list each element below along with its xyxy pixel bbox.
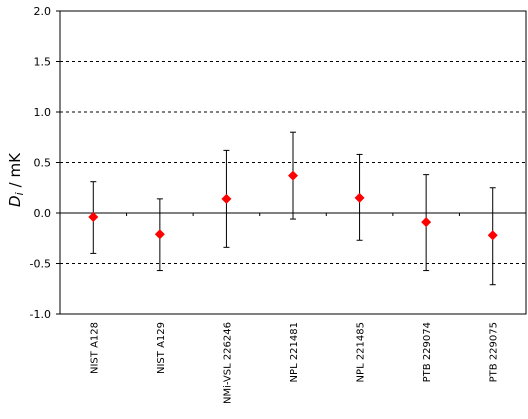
data-points bbox=[88, 170, 498, 241]
x-tick-label: NPL 221481 bbox=[289, 322, 300, 382]
y-tick-label: 1.0 bbox=[34, 106, 52, 119]
x-tick-label: PTB 229074 bbox=[422, 322, 433, 382]
x-tick-label: NIST A129 bbox=[156, 322, 167, 374]
y-axis-subscript: i bbox=[13, 192, 26, 195]
y-tick-label: 0.5 bbox=[34, 157, 52, 170]
data-point bbox=[288, 170, 298, 181]
y-tick-label: 2.0 bbox=[34, 5, 52, 18]
y-tick-label: -1.0 bbox=[30, 308, 51, 321]
y-tick-labels: 2.0 1.5 1.0 0.5 0.0 -0.5 -1.0 bbox=[30, 5, 51, 321]
x-tick-label: NMi-VSL 226246 bbox=[222, 322, 233, 404]
y-tick-label: 0.0 bbox=[34, 207, 52, 220]
data-point bbox=[354, 192, 365, 203]
x-tick-labels: NIST A128 NIST A129 NMi-VSL 226246 NPL 2214… bbox=[89, 322, 499, 404]
y-axis-symbol: D bbox=[6, 195, 24, 207]
y-axis-title: Di / mK bbox=[6, 152, 26, 207]
data-point bbox=[154, 229, 165, 240]
x-tick-label: NIST A128 bbox=[89, 322, 100, 374]
data-point bbox=[88, 212, 99, 223]
data-point bbox=[487, 230, 498, 241]
y-tick-label: -0.5 bbox=[30, 258, 51, 271]
y-axis-unit: / mK bbox=[6, 152, 24, 187]
x-tick-label: PTB 229075 bbox=[489, 322, 500, 382]
data-point bbox=[421, 217, 432, 228]
x-tick-label: NPL 221485 bbox=[356, 322, 367, 382]
y-tick-label: 1.5 bbox=[34, 56, 52, 69]
data-point bbox=[221, 193, 232, 204]
